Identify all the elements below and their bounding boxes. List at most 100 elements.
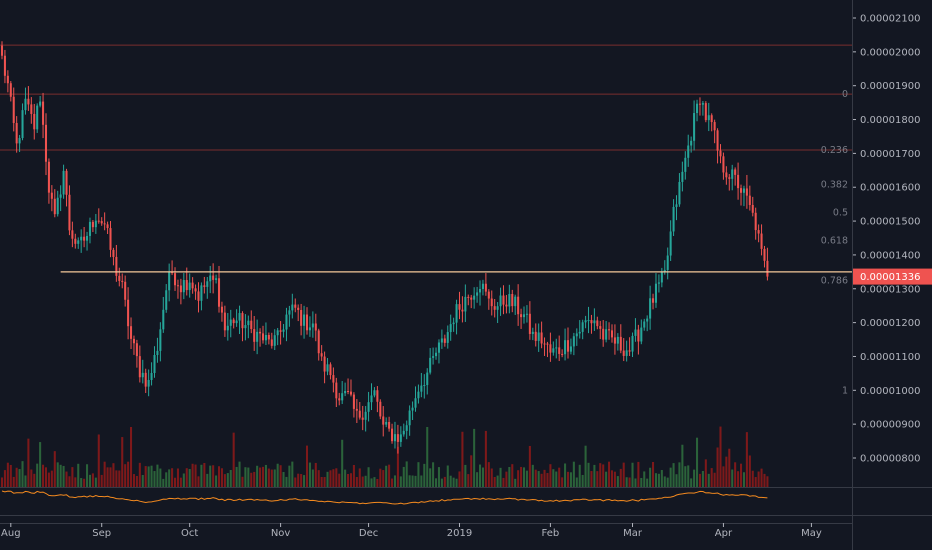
volume-bar	[432, 462, 435, 487]
candle-body	[628, 350, 631, 352]
candle-body	[112, 249, 115, 257]
candle-body	[508, 293, 511, 307]
volume-bars	[0, 426, 769, 487]
candle-body	[238, 313, 241, 321]
candle-body	[751, 204, 754, 213]
candle-body	[602, 328, 605, 340]
volume-bar	[367, 467, 370, 487]
candle-body	[42, 101, 45, 125]
volume-bar	[30, 469, 33, 487]
candle-body	[191, 282, 194, 289]
volume-bar	[109, 467, 112, 487]
volume-bar	[256, 465, 259, 487]
candle-body	[713, 122, 716, 131]
volume-bar	[276, 463, 279, 487]
volume-bar	[745, 432, 748, 487]
volume-bar	[634, 478, 637, 487]
volume-bar	[53, 451, 56, 487]
volume-bar	[719, 426, 722, 487]
candle-body	[130, 326, 133, 339]
fib-label-0: 0	[842, 89, 848, 100]
volume-bar	[159, 468, 162, 487]
volume-bar	[320, 476, 323, 487]
volume-bar	[742, 472, 745, 487]
candle-body	[124, 281, 127, 300]
candle-body	[373, 390, 376, 396]
candle-body	[0, 45, 4, 56]
volume-bar	[622, 462, 625, 487]
volume-bar	[247, 467, 250, 487]
volume-bar	[429, 468, 432, 487]
y-tick-label: 0.00000800	[860, 454, 920, 465]
volume-bar	[47, 472, 50, 487]
volume-bar	[446, 465, 449, 487]
volume-bar	[464, 464, 467, 487]
candle-body	[229, 319, 232, 326]
candle-body	[566, 340, 570, 352]
candle-body	[643, 321, 646, 328]
volume-bar	[502, 477, 505, 487]
volume-bar	[684, 466, 687, 487]
volume-bar	[467, 474, 470, 487]
volume-bar	[628, 477, 631, 487]
volume-bar	[15, 467, 18, 487]
volume-bar	[115, 470, 118, 487]
candle-body	[285, 314, 288, 330]
volume-bar	[701, 471, 704, 487]
volume-bar	[188, 469, 191, 487]
volume-bar	[476, 472, 479, 487]
volume-bar	[267, 468, 270, 487]
volume-bar	[690, 478, 693, 487]
candle-body	[625, 350, 628, 356]
volume-bar	[681, 444, 684, 487]
volume-bar	[643, 471, 646, 487]
candle-body	[344, 391, 347, 394]
volume-bar	[42, 464, 45, 487]
volume-bar	[517, 470, 520, 487]
candle-body	[314, 323, 317, 331]
volume-bar	[332, 469, 335, 487]
volume-bar	[335, 468, 338, 487]
candle-body	[393, 434, 396, 442]
candle-body	[144, 372, 147, 387]
volume-bar	[376, 478, 379, 487]
volume-bar	[443, 476, 446, 487]
volume-bar	[323, 477, 326, 487]
volume-bar	[561, 477, 564, 487]
volume-bar	[24, 475, 27, 487]
candle-body	[97, 220, 100, 222]
candle-body	[684, 157, 687, 172]
volume-bar	[707, 473, 710, 487]
candle-body	[179, 285, 182, 293]
candle-body	[520, 314, 523, 318]
candle-body	[18, 138, 21, 144]
volume-bar	[355, 477, 358, 487]
volume-bar	[625, 477, 628, 487]
volume-bar	[569, 472, 572, 487]
candle-body	[546, 343, 549, 345]
volume-bar	[314, 462, 317, 487]
volume-bar	[6, 462, 9, 487]
candle-body	[402, 430, 405, 435]
candle-body	[572, 336, 575, 347]
candle-body	[540, 332, 543, 344]
volume-bar	[452, 477, 455, 487]
volume-bar	[405, 461, 408, 487]
candle-body	[657, 282, 660, 284]
candle-body	[739, 188, 743, 193]
x-tick-label: Oct	[181, 528, 198, 539]
volume-bar	[176, 468, 179, 487]
volume-bar	[748, 455, 751, 487]
volume-bar	[578, 464, 581, 487]
candle-body	[426, 372, 429, 385]
y-tick-label: 0.00000900	[860, 420, 920, 431]
volume-bar	[12, 476, 15, 487]
volume-bar	[540, 473, 543, 487]
candle-body	[640, 327, 643, 342]
candle-body	[74, 238, 77, 244]
candle-body	[437, 342, 440, 353]
candle-body	[429, 357, 432, 373]
volume-bar	[379, 468, 382, 487]
candle-body	[690, 140, 693, 146]
